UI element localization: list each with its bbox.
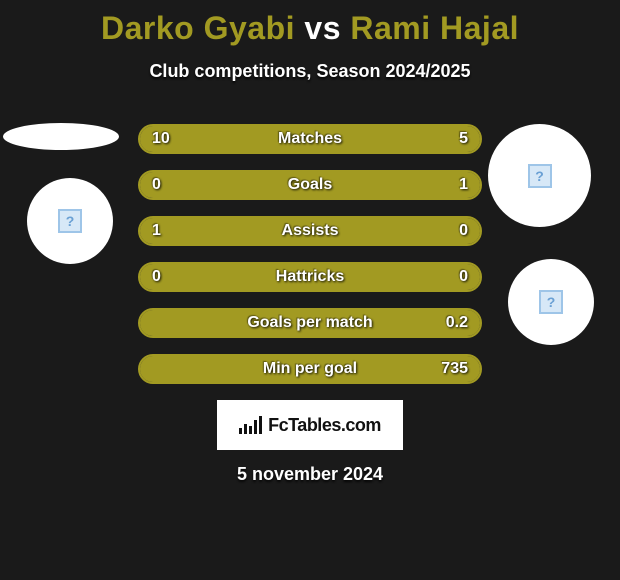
stat-value-right: 5 [459, 130, 468, 148]
stat-value-right: 0 [459, 222, 468, 240]
stat-label: Hattricks [276, 268, 344, 286]
subtitle: Club competitions, Season 2024/2025 [0, 61, 620, 82]
stat-value-right: 735 [441, 360, 468, 378]
stat-value-left: 10 [152, 130, 170, 148]
stat-row: 0 Hattricks 0 [138, 262, 482, 292]
player2-avatar: ? [488, 124, 591, 227]
page-title: Darko Gyabi vs Rami Hajal [0, 0, 620, 47]
stat-bar-right [412, 218, 480, 244]
player2-avatar-secondary: ? [508, 259, 594, 345]
brand-bars-icon [239, 416, 262, 434]
date-text: 5 november 2024 [0, 464, 620, 485]
stat-row: 0 Goals 1 [138, 170, 482, 200]
decorative-ellipse [3, 123, 119, 150]
stat-row: Goals per match 0.2 [138, 308, 482, 338]
stat-row: 1 Assists 0 [138, 216, 482, 246]
vs-text: vs [304, 10, 341, 46]
stat-label: Min per goal [263, 360, 357, 378]
stat-value-left: 1 [152, 222, 161, 240]
stat-value-left: 0 [152, 176, 161, 194]
player1-name: Darko Gyabi [101, 10, 295, 46]
stat-bar-right [208, 172, 480, 198]
stat-value-right: 0 [459, 268, 468, 286]
stat-label: Assists [282, 222, 339, 240]
player1-avatar: ? [27, 178, 113, 264]
player2-name: Rami Hajal [350, 10, 519, 46]
stat-label: Goals per match [247, 314, 372, 332]
stat-label: Matches [278, 130, 342, 148]
stat-row: 10 Matches 5 [138, 124, 482, 154]
avatar-placeholder-icon: ? [528, 164, 552, 188]
stat-value-left: 0 [152, 268, 161, 286]
stat-value-right: 0.2 [446, 314, 468, 332]
stat-bar-left [140, 172, 208, 198]
stat-row: Min per goal 735 [138, 354, 482, 384]
brand-text: FcTables.com [268, 415, 381, 436]
stat-value-right: 1 [459, 176, 468, 194]
stat-bar-left [140, 218, 412, 244]
brand-badge: FcTables.com [217, 400, 403, 450]
avatar-placeholder-icon: ? [58, 209, 82, 233]
stat-label: Goals [288, 176, 332, 194]
comparison-chart: 10 Matches 5 0 Goals 1 1 Assists 0 0 Hattricks 0 Goa… [138, 124, 482, 384]
avatar-placeholder-icon: ? [539, 290, 563, 314]
